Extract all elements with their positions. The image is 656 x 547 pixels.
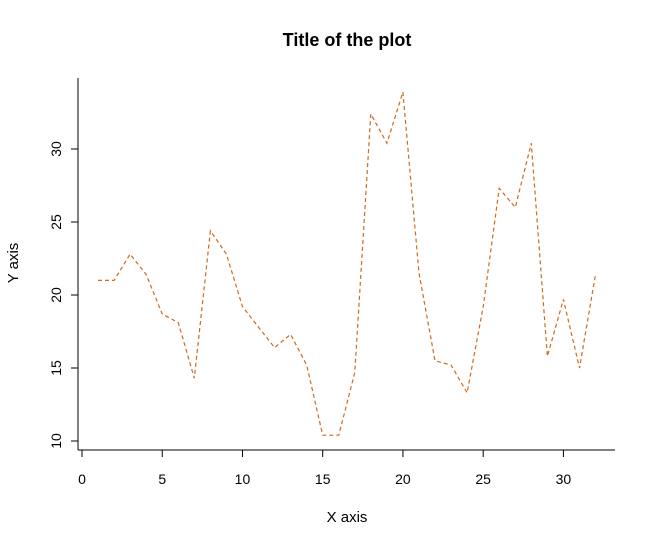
y-tick-label: 20 [48, 287, 64, 303]
y-tick-label: 25 [48, 214, 64, 230]
chart-title: Title of the plot [283, 30, 412, 50]
x-axis-label: X axis [327, 509, 368, 526]
x-tick-label: 0 [78, 471, 86, 487]
y-tick-label: 10 [48, 433, 64, 449]
x-tick-label: 25 [475, 471, 491, 487]
y-axis-ticks: 10 15 20 25 30 [48, 141, 78, 449]
x-tick-label: 10 [235, 471, 251, 487]
x-tick-label: 15 [315, 471, 331, 487]
y-tick-label: 15 [48, 360, 64, 376]
x-axis-ticks: 0 5 10 15 20 25 30 [78, 450, 571, 487]
y-tick-label: 30 [48, 141, 64, 157]
x-tick-label: 20 [395, 471, 411, 487]
x-tick-label: 30 [556, 471, 572, 487]
y-axis-label: Y axis [5, 243, 22, 284]
series-line [98, 91, 597, 436]
x-tick-label: 5 [158, 471, 166, 487]
